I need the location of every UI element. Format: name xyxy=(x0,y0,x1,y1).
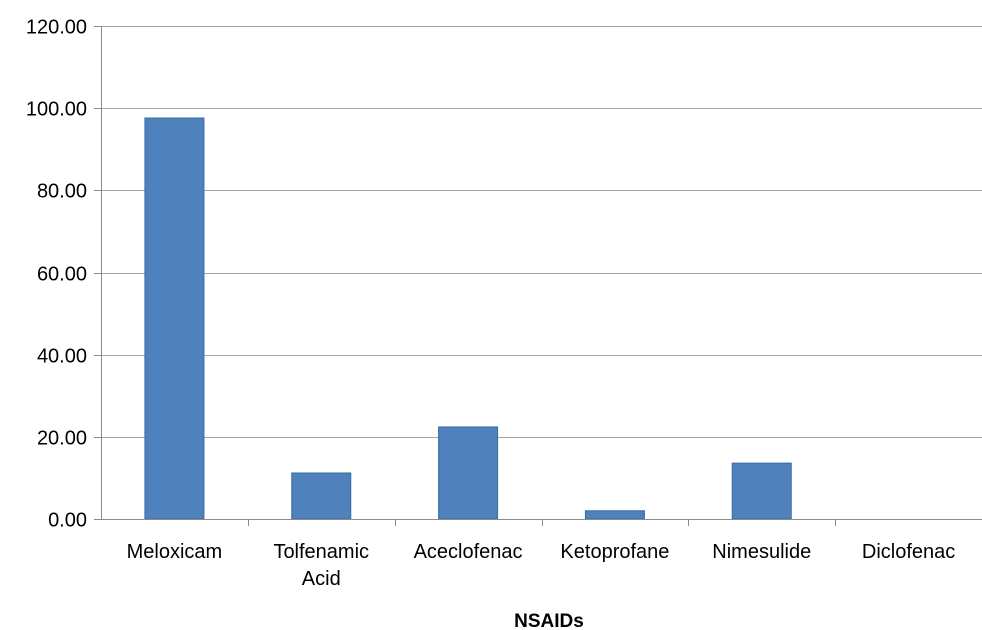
y-tick-label: 20.00 xyxy=(37,428,87,450)
x-tick-label: Aceclofenac xyxy=(414,541,523,563)
gridlines xyxy=(101,26,982,438)
y-tick-label: 60.00 xyxy=(37,264,87,286)
bar-ketoprofane xyxy=(584,510,645,520)
y-axis-ticks: 0.00 20.00 40.00 60.00 80.00 100.00 120.00 xyxy=(26,17,102,532)
y-tick-label: 100.00 xyxy=(26,99,87,121)
x-axis-ticks: Meloxicam Tolfenamic Acid Aceclofenac Ketopr… xyxy=(101,519,982,590)
x-tick-label: Diclofenac xyxy=(862,541,955,563)
x-tick-label: Meloxicam xyxy=(127,541,223,563)
x-tick-label: Nimesulide xyxy=(712,541,811,563)
bars xyxy=(144,117,792,520)
bar-aceclofenac xyxy=(438,426,499,520)
bar-nimesulide xyxy=(731,462,792,520)
bar-meloxicam xyxy=(144,117,205,520)
y-tick-label: 120.00 xyxy=(26,17,87,39)
y-tick-label: 0.00 xyxy=(48,510,87,532)
y-tick-label: 80.00 xyxy=(37,181,87,203)
y-tick-label: 40.00 xyxy=(37,346,87,368)
x-axis-title: NSAIDs xyxy=(514,611,584,630)
bar-tolfenamic-acid xyxy=(291,472,352,520)
x-tick-label: Tolfenamic Acid xyxy=(273,541,369,590)
x-tick-label: Ketoprofane xyxy=(560,541,669,563)
